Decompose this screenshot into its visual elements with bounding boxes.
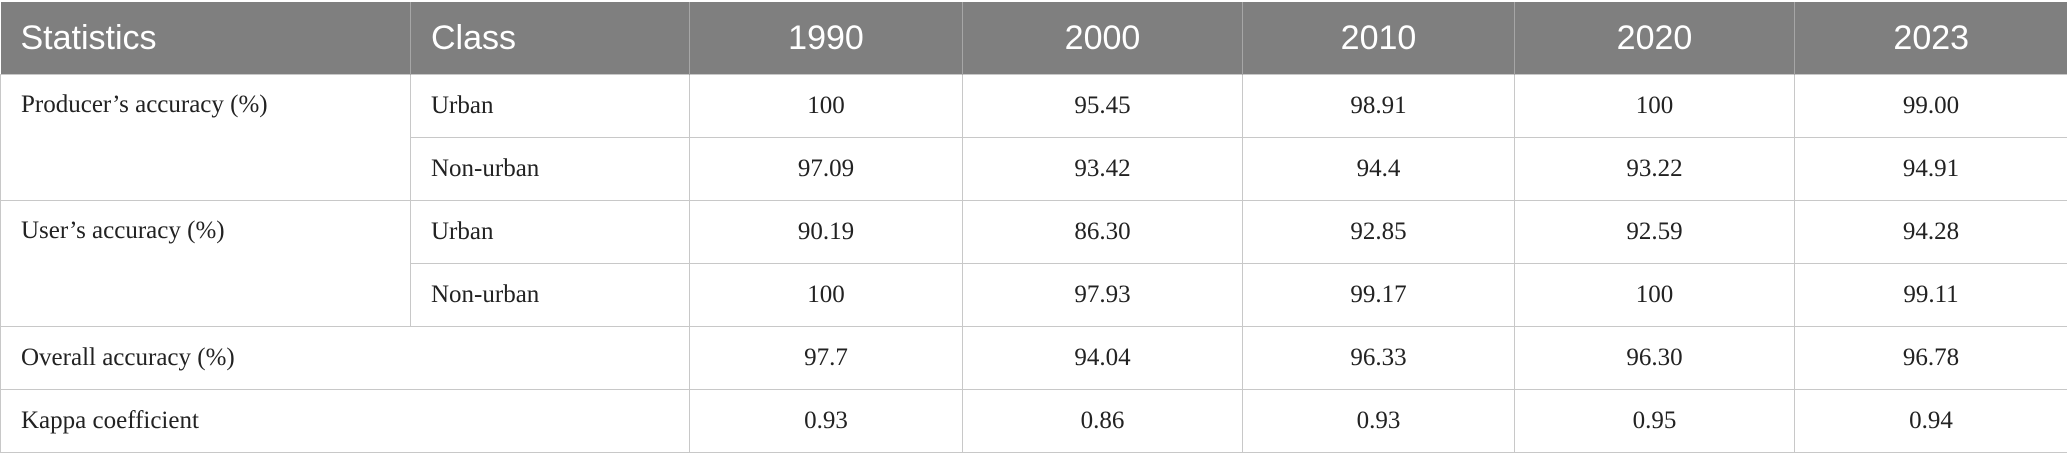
value-cell: 96.33 [1243,327,1515,390]
value-cell: 90.19 [690,201,963,264]
column-header: Statistics [1,2,411,75]
value-cell: 86.30 [963,201,1243,264]
column-header: 2020 [1515,2,1795,75]
value-cell: 94.91 [1795,138,2067,201]
value-cell: 98.91 [1243,75,1515,138]
statistic-cell: Overall accuracy (%) [1,327,690,390]
value-cell: 94.28 [1795,201,2067,264]
column-header: 2000 [963,2,1243,75]
column-header: Class [411,2,690,75]
value-cell: 0.86 [963,390,1243,453]
statistic-cell: Producer’s accuracy (%) [1,75,411,201]
class-cell: Non-urban [411,264,690,327]
statistic-cell: Kappa coefficient [1,390,690,453]
value-cell: 96.78 [1795,327,2067,390]
class-cell: Urban [411,75,690,138]
value-cell: 0.94 [1795,390,2067,453]
value-cell: 100 [690,75,963,138]
value-cell: 95.45 [963,75,1243,138]
value-cell: 93.22 [1515,138,1795,201]
value-cell: 99.17 [1243,264,1515,327]
value-cell: 93.42 [963,138,1243,201]
value-cell: 0.93 [690,390,963,453]
value-cell: 100 [1515,264,1795,327]
value-cell: 96.30 [1515,327,1795,390]
column-header: 1990 [690,2,963,75]
value-cell: 97.7 [690,327,963,390]
value-cell: 94.4 [1243,138,1515,201]
class-cell: Non-urban [411,138,690,201]
column-header: 2023 [1795,2,2067,75]
value-cell: 99.00 [1795,75,2067,138]
value-cell: 99.11 [1795,264,2067,327]
value-cell: 97.93 [963,264,1243,327]
value-cell: 94.04 [963,327,1243,390]
value-cell: 0.95 [1515,390,1795,453]
column-header: 2010 [1243,2,1515,75]
value-cell: 97.09 [690,138,963,201]
value-cell: 0.93 [1243,390,1515,453]
value-cell: 92.59 [1515,201,1795,264]
value-cell: 92.85 [1243,201,1515,264]
class-cell: Urban [411,201,690,264]
value-cell: 100 [690,264,963,327]
statistic-cell: User’s accuracy (%) [1,201,411,327]
value-cell: 100 [1515,75,1795,138]
